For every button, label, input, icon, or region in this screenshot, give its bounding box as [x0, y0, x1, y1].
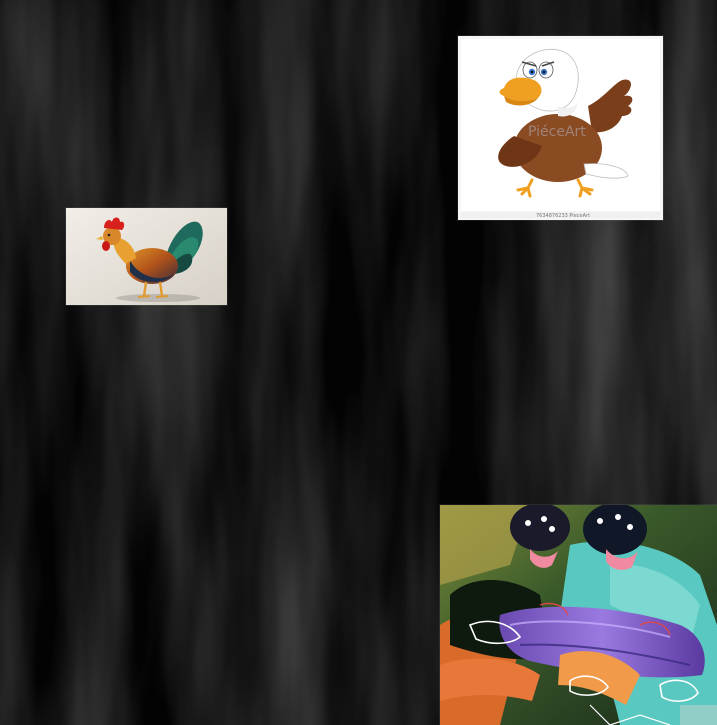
eagle-icon: PiéceArt 7634876233 PieceArt: [458, 36, 663, 220]
rooster-image: [66, 208, 227, 305]
eagle-image: PiéceArt 7634876233 PieceArt: [458, 36, 663, 220]
rooster-icon: [66, 208, 227, 305]
collage-image: [440, 505, 717, 725]
collage-icon: [440, 505, 717, 725]
eagle-watermark: PiéceArt: [528, 124, 586, 140]
eagle-caption: 7634876233 PieceArt: [536, 213, 590, 219]
